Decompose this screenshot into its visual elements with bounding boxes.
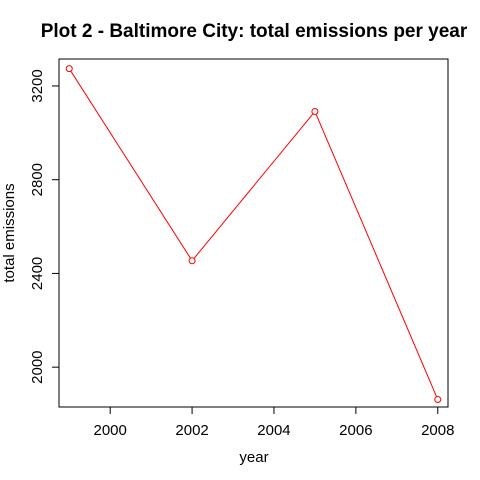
data-point (434, 396, 442, 404)
x-axis-label: year (239, 449, 268, 466)
y-axis: 2000 2400 2800 3200 (29, 69, 59, 384)
y-tick-label: 2400 (29, 257, 46, 290)
series-segment (193, 113, 314, 259)
data-point (188, 257, 196, 265)
series-segment (315, 114, 437, 397)
y-tick-label: 2000 (29, 350, 46, 383)
x-tick-label: 2008 (421, 422, 454, 439)
x-tick-label: 2006 (339, 422, 372, 439)
series-layer (65, 65, 442, 404)
x-tick-label: 2000 (93, 422, 126, 439)
y-tick-label: 3200 (29, 69, 46, 102)
y-tick-label: 2800 (29, 163, 46, 196)
x-tick-label: 2004 (257, 422, 290, 439)
data-point (311, 107, 319, 115)
x-tick-label: 2002 (175, 422, 208, 439)
series-segment (70, 71, 191, 259)
y-axis-label: total emissions (1, 183, 18, 282)
x-axis: 2000 2002 2004 2006 2008 (93, 407, 454, 439)
chart-title: Plot 2 - Baltimore City: total emissions… (41, 21, 468, 42)
plot-frame (58, 58, 449, 408)
data-point (65, 65, 73, 73)
